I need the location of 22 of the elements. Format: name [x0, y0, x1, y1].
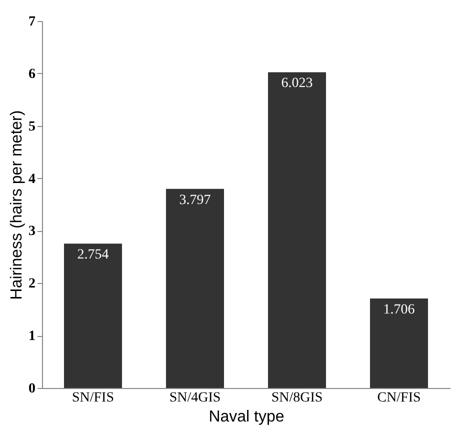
y-tick-label: 1 [28, 329, 36, 344]
x-tick-label: SN/4GIS [169, 390, 221, 406]
y-axis-title: Hairiness (hairs per meter) [8, 110, 26, 300]
data-label: 1.706 [383, 302, 415, 318]
y-tick-label: 2 [28, 276, 36, 292]
bar [166, 188, 224, 388]
y-tick-label: 0 [28, 382, 36, 396]
bar [268, 72, 326, 388]
y-tick-label: 3 [28, 224, 36, 240]
y-tick-label: 4 [28, 172, 36, 187]
y-tick-label: 6 [28, 66, 36, 82]
x-tick-label: CN/FIS [377, 390, 421, 406]
data-label: 2.754 [77, 248, 109, 263]
bar [64, 244, 122, 388]
data-label: 6.023 [281, 76, 313, 92]
x-tick-label: SN/8GIS [271, 390, 323, 406]
x-axis-title: Naval type [208, 408, 284, 426]
y-tick-label: 7 [28, 14, 36, 30]
y-tick-label: 5 [28, 119, 36, 134]
data-label: 3.797 [179, 192, 211, 208]
x-tick-label: SN/FIS [72, 390, 114, 406]
bar [370, 298, 428, 388]
